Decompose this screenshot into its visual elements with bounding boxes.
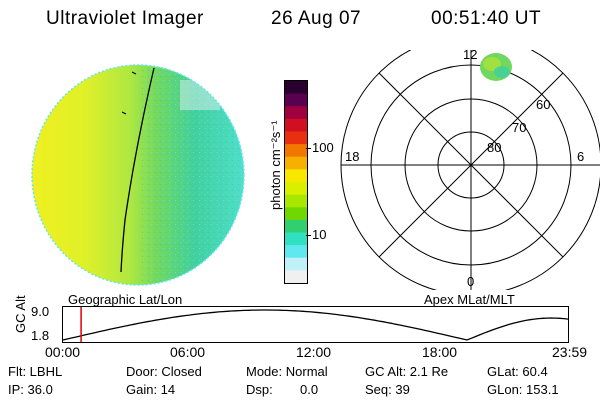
info-dsp-value: 0.0 xyxy=(300,382,319,397)
info-gc-alt: GC Alt: 2.1 Re xyxy=(365,364,449,379)
time-label: 00:51:40 UT xyxy=(431,8,542,29)
info-mode: Mode: Normal xyxy=(246,364,328,379)
orbit-altitude-curve xyxy=(62,309,569,341)
colorbar-segment xyxy=(285,182,307,196)
info-glat: GLat: 60.4 xyxy=(487,364,548,379)
instrument-title: Ultraviolet Imager xyxy=(46,8,204,29)
info-filter: Flt: LBHL xyxy=(8,364,63,379)
date-label: 26 Aug 07 xyxy=(271,8,362,29)
apex-title: Apex MLat/MLT xyxy=(424,292,515,307)
colorbar-tick-100 xyxy=(306,148,311,149)
colorbar-segment xyxy=(285,131,307,145)
colorbar-segment xyxy=(285,270,307,283)
orbit-xtick-1800: 18:00 xyxy=(422,344,458,360)
info-door: Door: Closed xyxy=(126,364,202,379)
colorbar-tick-10 xyxy=(306,235,311,236)
info-glon: GLon: 153.1 xyxy=(487,382,559,397)
orbit-xtick-0000: 00:00 xyxy=(45,344,81,360)
colorbar-segment xyxy=(285,257,307,271)
geo-title: Geographic Lat/Lon xyxy=(68,292,183,307)
info-gain: Gain: 14 xyxy=(126,382,176,397)
colorbar-segment xyxy=(285,207,307,221)
orbit-ytick-1_8: 1.8 xyxy=(31,328,50,343)
mlt-label-12: 12 xyxy=(463,50,477,62)
colorbar xyxy=(284,80,308,284)
orbit-ytick-9: 9.0 xyxy=(31,304,50,319)
orbit-xtick-0600: 06:00 xyxy=(170,344,206,360)
colorbar-label-100: 100 xyxy=(312,140,334,155)
orbit-xtick-2359: 23:59 xyxy=(552,344,588,360)
colorbar-segment xyxy=(285,106,307,120)
colorbar-segment xyxy=(285,232,307,246)
orbit-plot xyxy=(62,306,569,343)
info-seq: Seq: 39 xyxy=(365,382,410,397)
colorbar-segment xyxy=(285,169,307,183)
orbit-ylabel: GC Alt xyxy=(13,295,28,333)
terminator-line xyxy=(120,67,155,273)
polar-plot: 12 18 6 0 60 70 80 xyxy=(340,50,600,290)
colorbar-label-10: 10 xyxy=(312,227,327,242)
colorbar-segment xyxy=(285,144,307,158)
colorbar-segment xyxy=(285,245,307,259)
info-ip: IP: 36.0 xyxy=(8,382,53,397)
colorbar-segment xyxy=(285,194,307,208)
lat-label-70: 70 xyxy=(512,120,526,135)
colorbar-segment xyxy=(285,156,307,170)
colorbar-segment xyxy=(285,118,307,133)
aurora-blob xyxy=(480,53,512,81)
colorbar-segment xyxy=(285,81,307,95)
colorbar-segment xyxy=(285,219,307,234)
orbit-xtick-1200: 12:00 xyxy=(296,344,332,360)
mlt-label-18: 18 xyxy=(345,149,359,164)
info-dsp-label: Dsp: xyxy=(246,382,273,397)
uv-disk-image xyxy=(31,64,245,286)
lat-label-60: 60 xyxy=(536,97,550,112)
colorbar-segment xyxy=(285,93,307,107)
mlt-label-6: 6 xyxy=(577,149,584,164)
mlt-label-0: 0 xyxy=(467,274,474,289)
lat-label-80: 80 xyxy=(487,140,501,155)
